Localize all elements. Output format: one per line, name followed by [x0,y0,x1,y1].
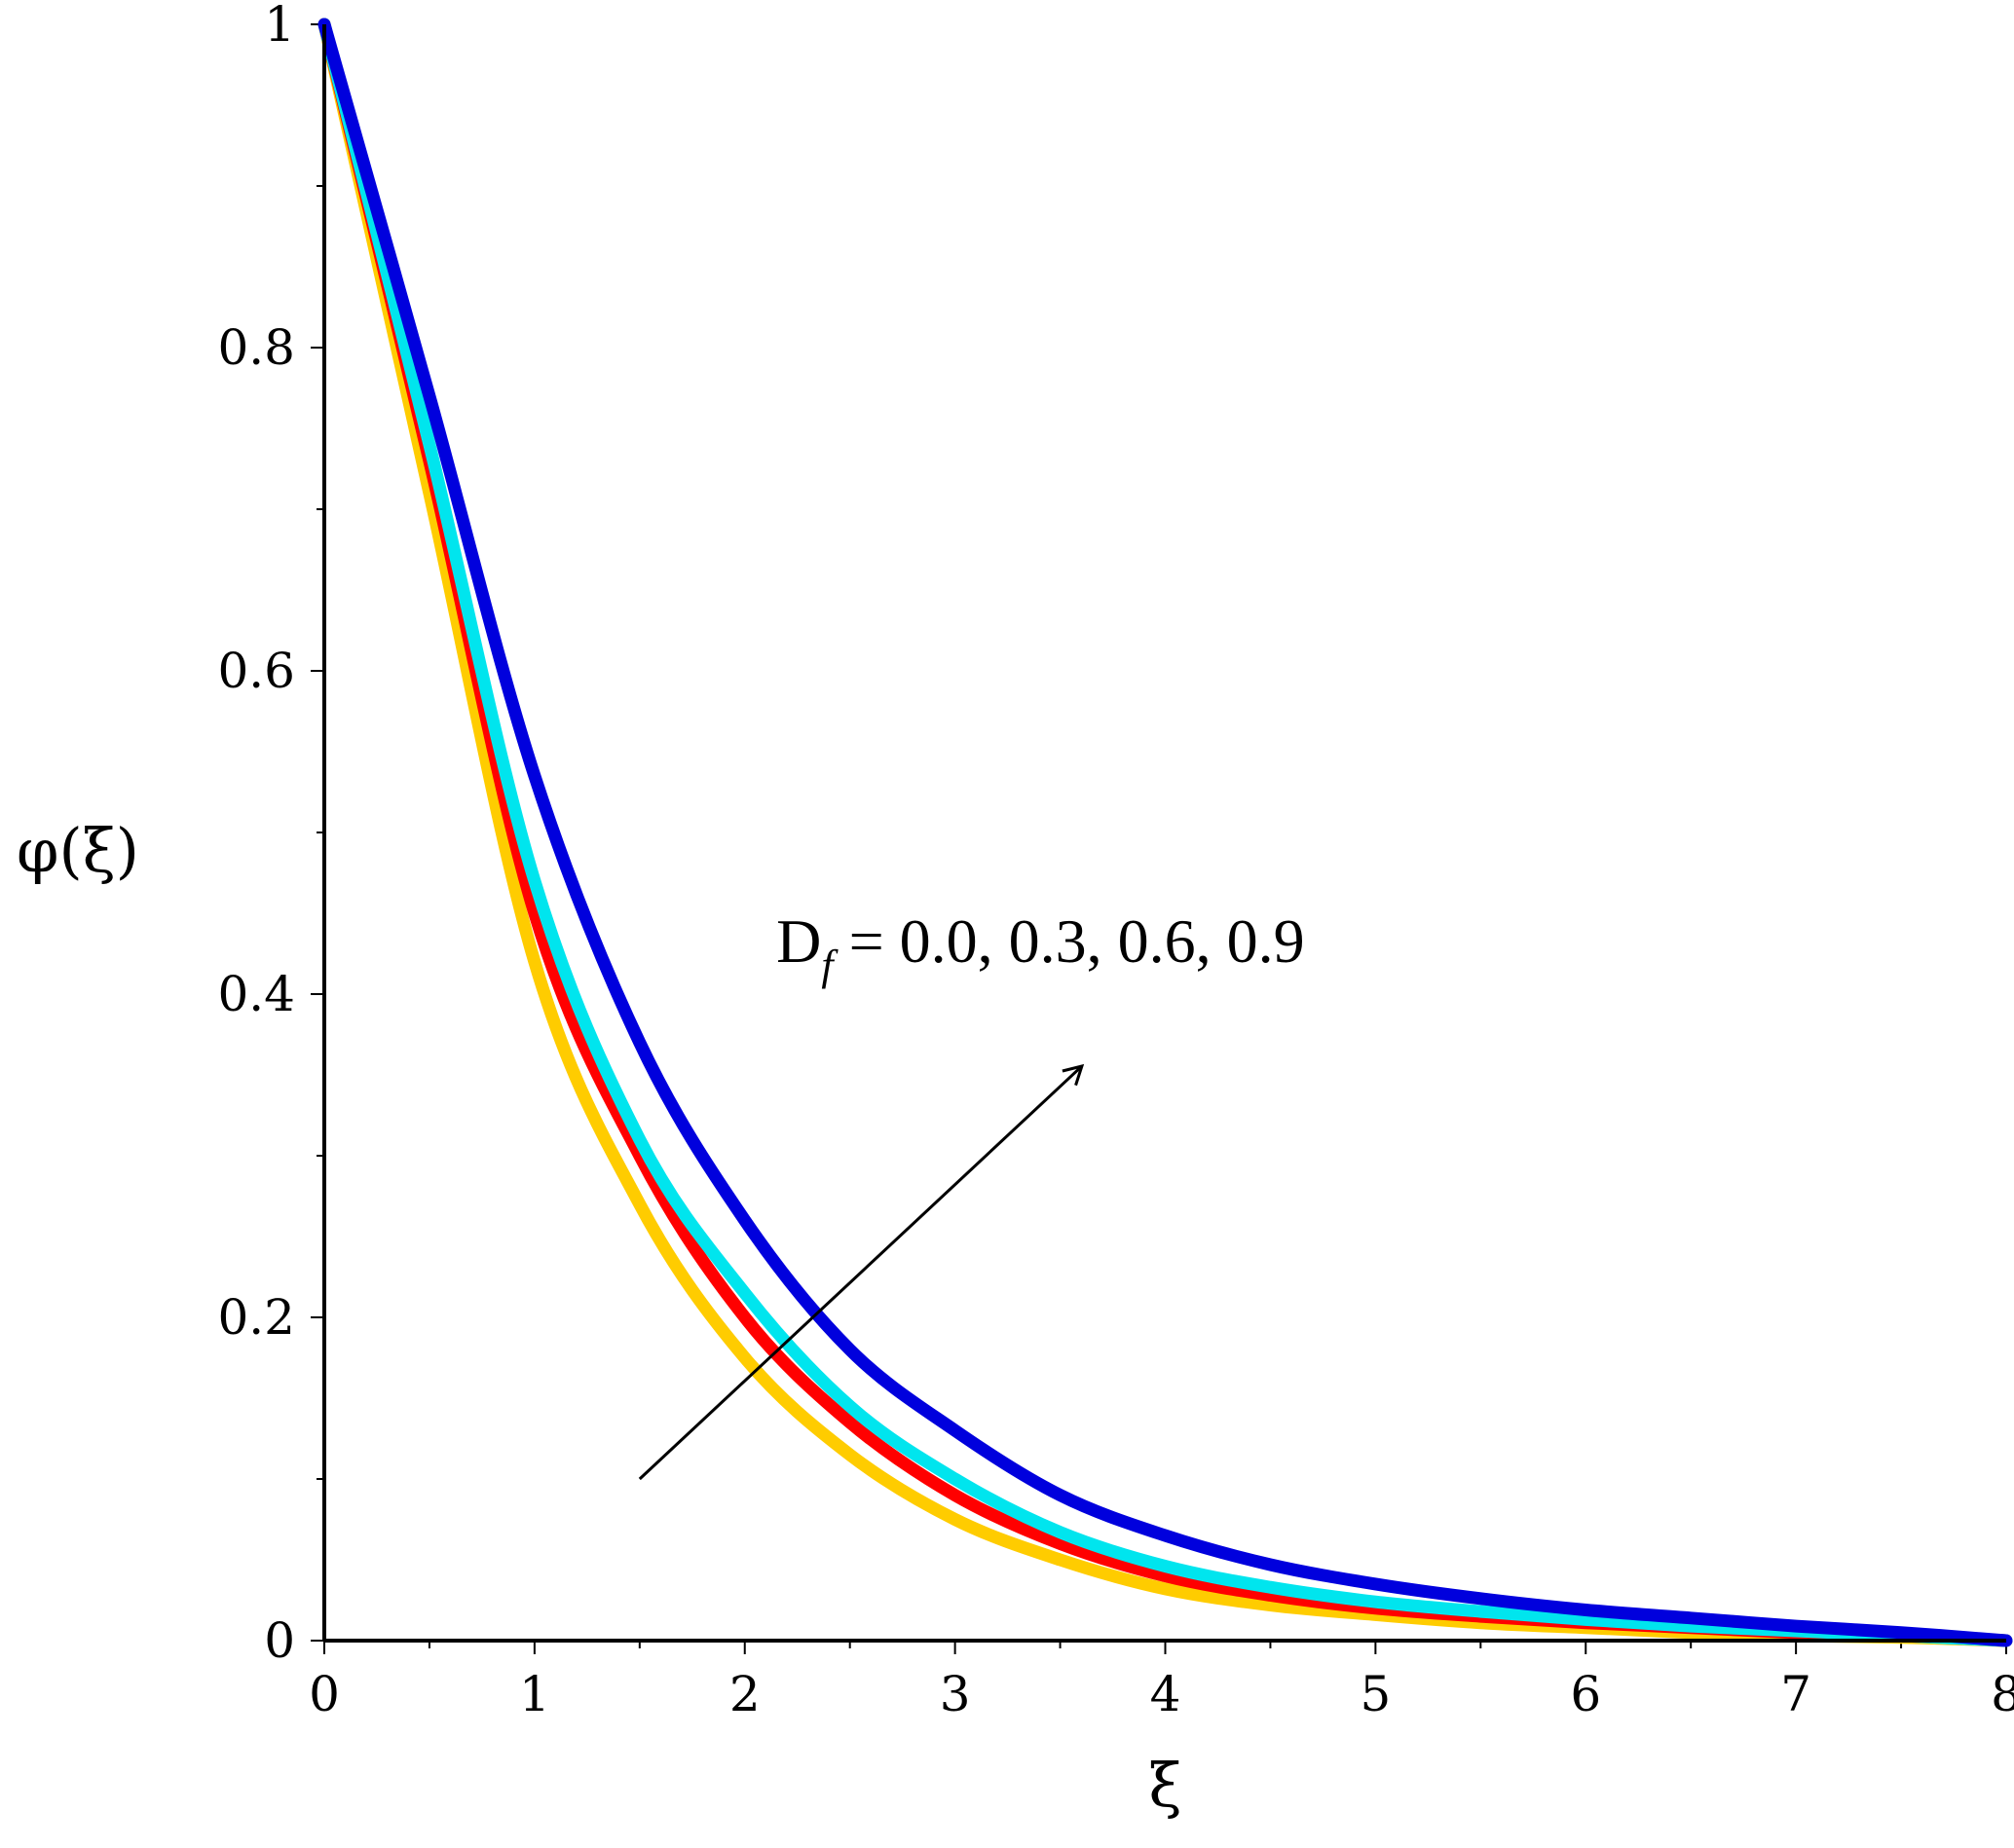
x-tick-label: 1 [519,1666,550,1722]
x-tick-label: 3 [940,1666,971,1722]
series-line-3 [317,18,2013,1647]
y-tick-label: 0.4 [217,966,295,1022]
series-group [317,18,2013,1647]
y-axis-label: φ(ξ) [17,815,139,886]
x-axis-label: ξ [1148,1750,1181,1821]
x-tick-label: 6 [1570,1666,1601,1722]
series-line-2 [317,18,2013,1647]
x-tick-label: 0 [309,1666,340,1722]
annotation-rest: = 0.0, 0.3, 0.6, 0.9 [834,906,1305,976]
annotation-label: Df = 0.0, 0.3, 0.6, 0.9 [776,906,1305,989]
y-tick-labels: 0 0.2 0.4 0.6 0.8 1 [217,0,295,1669]
series-line-1 [317,18,2013,1647]
y-tick-label: 0.2 [217,1289,295,1346]
y-tick-label: 0.8 [217,319,295,376]
x-tick-label: 2 [729,1666,761,1722]
x-tick-label: 4 [1150,1666,1181,1722]
y-tick-label: 0.6 [217,643,295,699]
x-tick-label: 5 [1360,1666,1391,1722]
annotation-arrow [638,1063,1085,1481]
y-tick-label: 1 [264,0,295,53]
x-tick-label: 7 [1780,1666,1811,1722]
x-tick-label: 8 [1991,1666,2014,1722]
x-tick-labels: 0 1 2 3 4 5 6 7 8 [309,1666,2014,1722]
series-line-4 [317,18,2013,1647]
annotation-main: D [776,906,821,976]
y-tick-label: 0 [264,1612,295,1669]
minor-ticks [311,23,2007,1654]
